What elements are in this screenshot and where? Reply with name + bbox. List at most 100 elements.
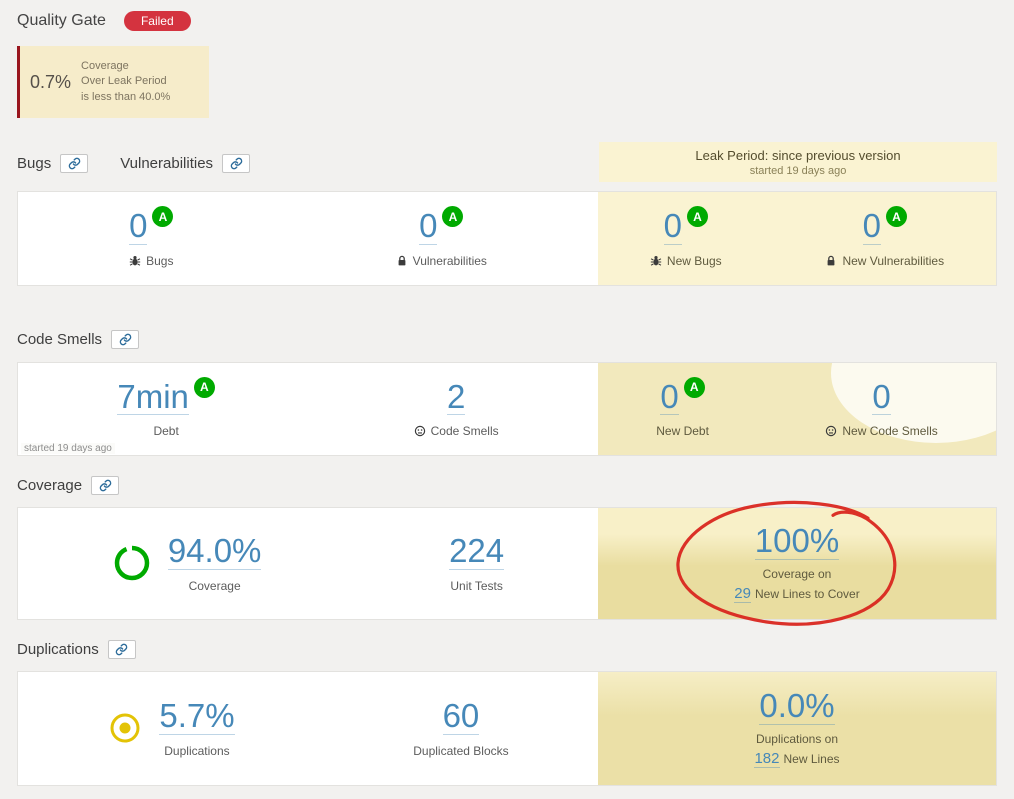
duplications-leak-area: 0.0% Duplications on 182 New Lines bbox=[598, 672, 996, 785]
leak-period-title: Leak Period: since previous version bbox=[695, 147, 901, 163]
new-duplications-value[interactable]: 0.0% bbox=[759, 687, 835, 725]
code-smells-metric: 2 Code Smells bbox=[414, 377, 499, 439]
new-bugs-metric: 0 A New Bugs bbox=[650, 206, 722, 268]
duplications-header-row: Duplications bbox=[17, 636, 997, 662]
new-code-smells-value[interactable]: 0 bbox=[872, 377, 891, 416]
vulnerabilities-link-button[interactable] bbox=[222, 153, 251, 173]
leak-period-banner: Leak Period: since previous version star… bbox=[599, 142, 997, 182]
vulnerabilities-metric-label: Vulnerabilities bbox=[412, 253, 487, 268]
new-coverage-metric: 100% Coverage on 29 New Lines to Cover bbox=[734, 522, 860, 603]
new-lines-count[interactable]: 182 bbox=[754, 749, 780, 768]
coverage-leak-area: 100% Coverage on 29 New Lines to Cover bbox=[598, 500, 996, 626]
duplications-metric: 5.7% Duplications bbox=[159, 697, 235, 758]
bug-icon bbox=[129, 255, 141, 266]
lock-icon bbox=[828, 255, 835, 266]
quality-gate-row: Quality Gate Failed bbox=[17, 0, 997, 34]
coverage-metric: 94.0% Coverage bbox=[167, 532, 262, 593]
duplications-ring-icon bbox=[110, 713, 140, 743]
link-icon bbox=[230, 157, 242, 169]
link-icon bbox=[68, 157, 80, 169]
quality-gate-condition-warning: 0.7% Coverage Over Leak Period is less t… bbox=[17, 46, 209, 118]
code-smells-metric-label: Code Smells bbox=[430, 424, 499, 439]
quality-gate-status-badge: Failed bbox=[123, 11, 191, 31]
vulnerabilities-metric: 0 A Vulnerabilities bbox=[396, 206, 487, 268]
new-coverage-label-line1: Coverage on bbox=[762, 566, 832, 581]
duplications-panel: 5.7% Duplications 60 Duplicated Blocks bbox=[17, 671, 997, 786]
vulnerabilities-value[interactable]: 0 bbox=[419, 207, 438, 245]
coverage-metric-group: 94.0% Coverage bbox=[112, 534, 262, 593]
new-coverage-value[interactable]: 100% bbox=[754, 522, 840, 560]
new-vulnerabilities-metric: 0 A New Vulnerabilities bbox=[825, 206, 945, 268]
new-code-smells-metric: 0 New Code Smells bbox=[825, 377, 938, 439]
warning-line-1: Coverage bbox=[81, 59, 129, 72]
bugs-metric: 0 A Bugs bbox=[129, 206, 174, 268]
new-code-smells-metric-label: New Code Smells bbox=[842, 424, 938, 439]
code-smells-link-button[interactable] bbox=[111, 329, 140, 349]
duplications-value[interactable]: 5.7% bbox=[159, 697, 235, 735]
duplications-panel-main: 5.7% Duplications 60 Duplicated Blocks bbox=[18, 672, 598, 785]
code-smells-leak-area: 0 A New Debt 0 New Code Smells bbox=[598, 363, 996, 455]
bugs-metric-label: Bugs bbox=[146, 253, 174, 268]
new-lines-to-cover-count[interactable]: 29 bbox=[734, 584, 751, 603]
duplicated-blocks-value[interactable]: 60 bbox=[442, 697, 480, 735]
duplications-section-title: Duplications bbox=[17, 640, 99, 658]
coverage-section-title: Coverage bbox=[17, 476, 83, 494]
debt-metric: 7min A Debt bbox=[117, 376, 215, 439]
duplications-metric-label: Duplications bbox=[164, 743, 230, 758]
debt-value[interactable]: 7min bbox=[117, 377, 189, 416]
new-vulnerabilities-metric-label: New Vulnerabilities bbox=[842, 253, 945, 268]
code-smell-icon bbox=[414, 426, 425, 437]
vulnerabilities-rating-badge: A bbox=[442, 206, 464, 228]
leak-period-subtitle: started 19 days ago bbox=[749, 164, 847, 177]
code-smells-value[interactable]: 2 bbox=[446, 377, 466, 416]
lock-icon bbox=[398, 255, 406, 266]
code-smell-icon bbox=[826, 426, 837, 437]
coverage-header-row: Coverage bbox=[17, 472, 997, 498]
leak-period-tooltip: started 19 days ago bbox=[21, 443, 115, 454]
duplications-link-button[interactable] bbox=[107, 639, 136, 659]
warning-value: 0.7% bbox=[30, 71, 72, 92]
duplications-metric-group: 5.7% Duplications bbox=[107, 697, 235, 758]
bugs-section-title: Bugs bbox=[17, 154, 52, 172]
code-smells-panel: 7min A Debt 2 Code Smells 0 bbox=[17, 362, 997, 456]
warning-text: Coverage Over Leak Period is less than 4… bbox=[81, 59, 170, 105]
bug-icon bbox=[650, 255, 662, 266]
coverage-value[interactable]: 94.0% bbox=[167, 532, 262, 570]
warning-line-2: Over Leak Period bbox=[81, 75, 167, 88]
new-coverage-label-line2: New Lines to Cover bbox=[754, 586, 860, 601]
bugs-rating-badge: A bbox=[152, 206, 174, 228]
new-duplications-label-line1: Duplications on bbox=[755, 731, 839, 746]
new-debt-value[interactable]: 0 bbox=[660, 377, 679, 416]
new-debt-metric-label: New Debt bbox=[656, 424, 709, 439]
duplicated-blocks-metric-label: Duplicated Blocks bbox=[413, 743, 509, 758]
new-bugs-value[interactable]: 0 bbox=[663, 207, 682, 245]
code-smells-section-title: Code Smells bbox=[17, 330, 103, 348]
bugs-link-button[interactable] bbox=[60, 153, 89, 173]
unit-tests-value[interactable]: 224 bbox=[449, 532, 505, 570]
bugs-vulnerabilities-header-row: Bugs Vulnerabilities Leak Period: since … bbox=[17, 142, 997, 184]
coverage-link-button[interactable] bbox=[91, 475, 120, 495]
debt-metric-label: Debt bbox=[153, 424, 179, 439]
coverage-panel: 94.0% Coverage 224 Unit Tests 100 bbox=[17, 500, 997, 626]
new-debt-metric: 0 A New Debt bbox=[656, 376, 709, 439]
coverage-metric-label: Coverage bbox=[188, 578, 241, 593]
bugs-vulnerabilities-headers: Bugs Vulnerabilities bbox=[17, 150, 251, 176]
link-icon bbox=[115, 643, 128, 655]
quality-gate-title: Quality Gate bbox=[17, 12, 106, 29]
unit-tests-metric: 224 Unit Tests bbox=[449, 532, 505, 593]
duplicated-blocks-metric: 60 Duplicated Blocks bbox=[413, 699, 508, 758]
link-icon bbox=[119, 333, 131, 345]
unit-tests-metric-label: Unit Tests bbox=[450, 578, 503, 593]
bugs-value[interactable]: 0 bbox=[129, 207, 148, 245]
new-bugs-metric-label: New Bugs bbox=[666, 253, 722, 268]
coverage-ring-icon bbox=[114, 546, 150, 581]
new-vulnerabilities-value[interactable]: 0 bbox=[862, 207, 881, 245]
new-vulnerabilities-rating-badge: A bbox=[885, 206, 907, 228]
bugs-panel: 0 A Bugs 0 A Vulnerabilities bbox=[17, 191, 997, 286]
new-duplications-label-line2: New Lines bbox=[783, 751, 840, 766]
debt-rating-badge: A bbox=[193, 376, 215, 398]
link-icon bbox=[99, 479, 111, 491]
vulnerabilities-section-title: Vulnerabilities bbox=[120, 154, 214, 172]
warning-line-3: is less than 40.0% bbox=[81, 90, 171, 103]
